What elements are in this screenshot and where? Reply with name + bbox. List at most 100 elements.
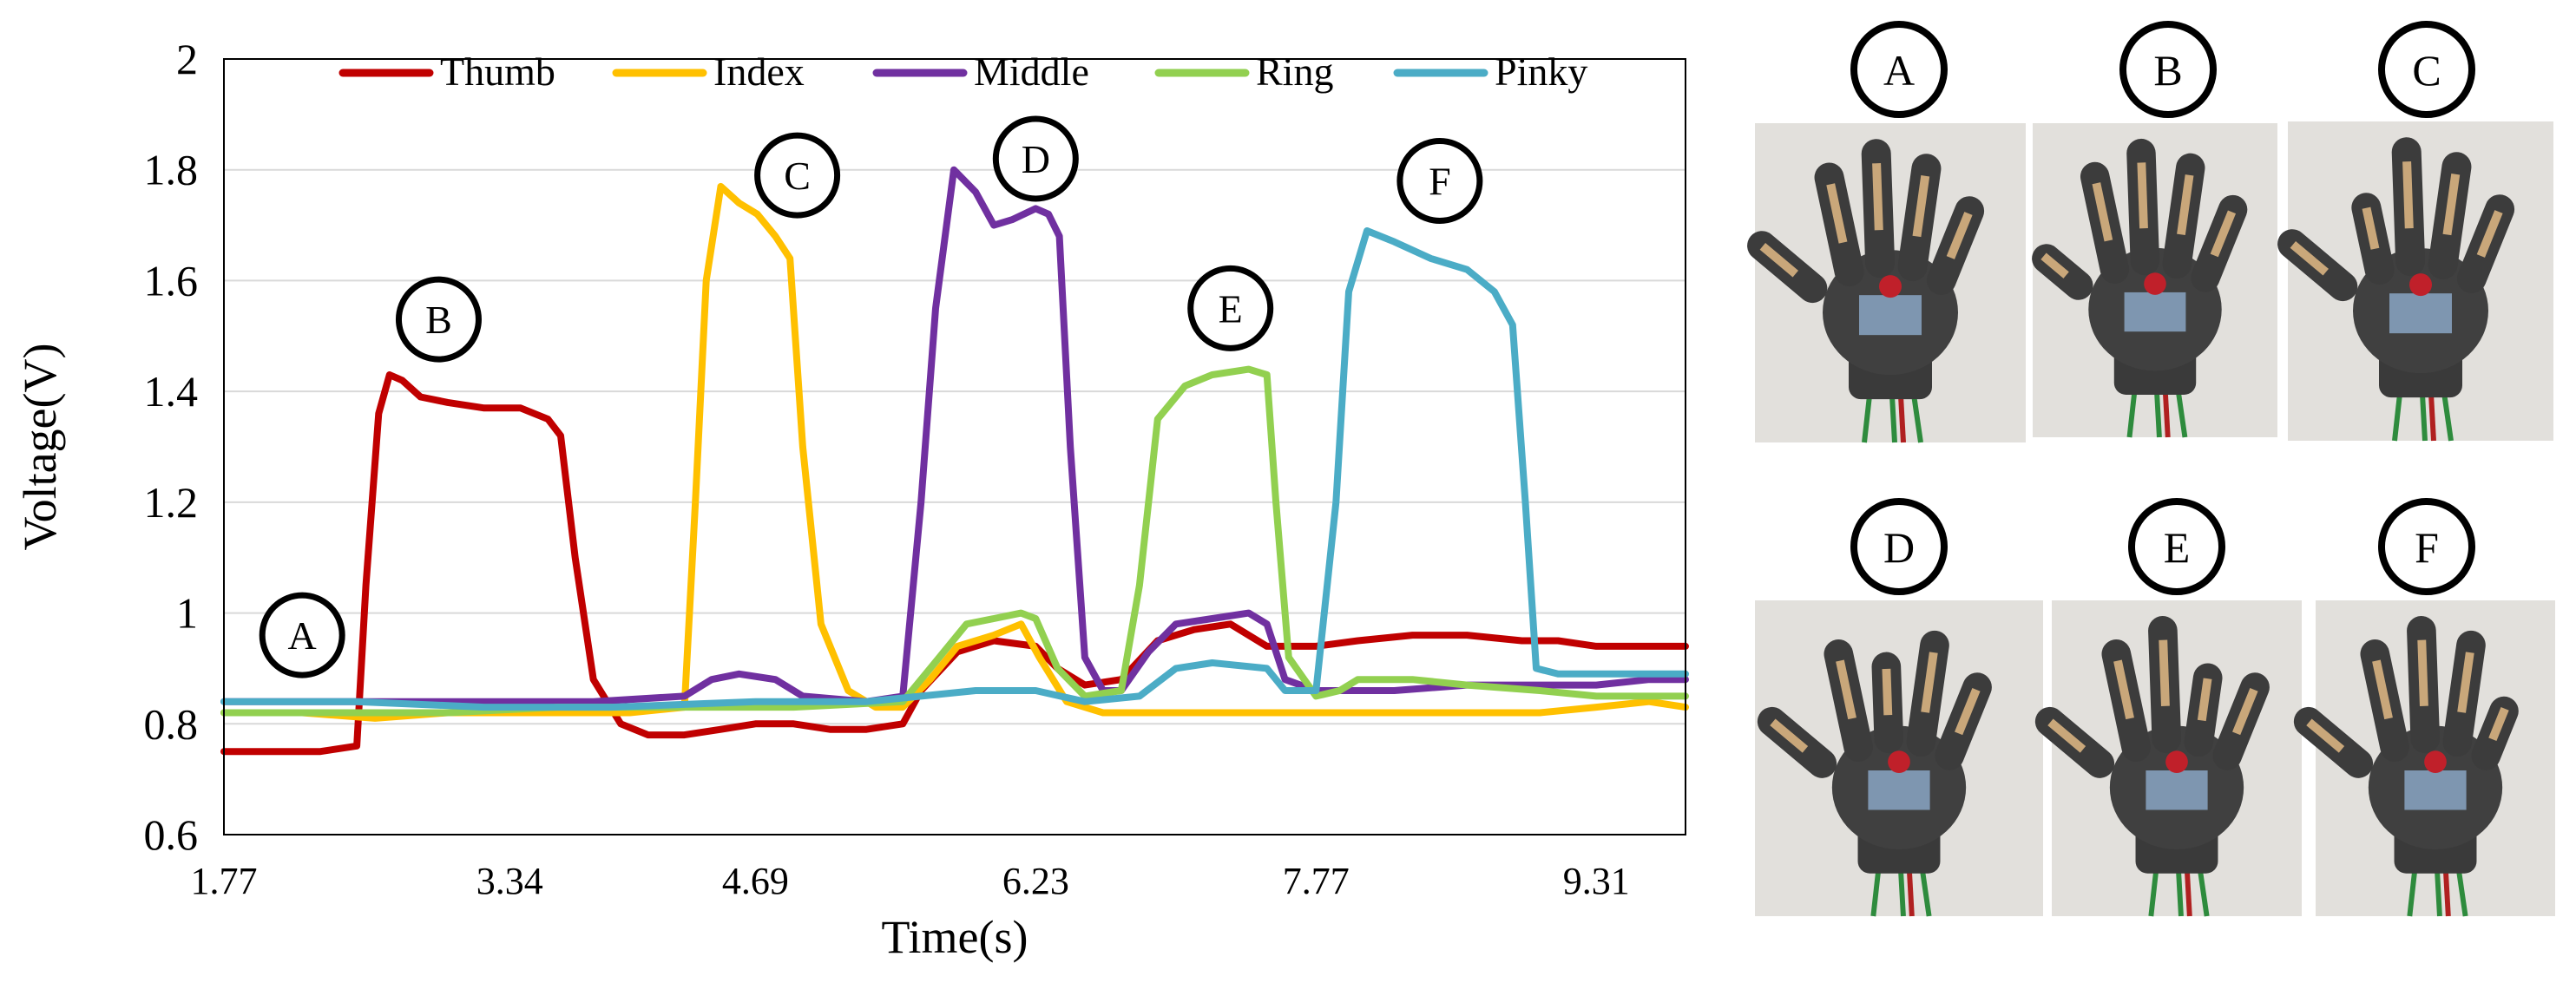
series-line-ring — [220, 365, 1689, 717]
glove-photo-c — [2277, 121, 2553, 442]
flex-sensor — [2232, 688, 2258, 736]
glove-finger — [2351, 193, 2395, 285]
flex-sensor — [1759, 243, 1798, 278]
glove-finger — [2293, 706, 2374, 778]
plot-frame — [223, 58, 1686, 835]
circuit-board — [2389, 293, 2452, 334]
flex-sensor — [2177, 174, 2194, 236]
series-line-pinky — [220, 227, 1689, 711]
glove-finger — [2212, 672, 2270, 770]
annotation-circle-e — [1187, 265, 1274, 351]
flex-sensor — [2306, 718, 2345, 753]
red-marker — [2144, 272, 2166, 295]
y-tick-label: 1.6 — [144, 256, 199, 305]
y-tick-label: 0.8 — [144, 699, 199, 748]
glove-finger — [1747, 231, 1828, 304]
flex-sensor — [2113, 659, 2134, 720]
glove-finger — [2191, 194, 2248, 292]
series-layer — [220, 166, 1689, 756]
annotations: A B C D E F — [259, 115, 1483, 678]
glove-photo-d — [1755, 600, 2043, 917]
annotation-label-a: A — [288, 613, 317, 658]
flex-sensor — [2417, 639, 2428, 707]
annotation-label-c: C — [784, 154, 811, 198]
photo-label-f: F — [2415, 523, 2439, 572]
circuit-board — [1868, 770, 1930, 810]
circuit-board — [2404, 770, 2467, 810]
annotation-circle-a — [259, 592, 345, 678]
glove-finger — [2428, 152, 2472, 280]
red-marker — [2409, 273, 2432, 297]
glove-finger — [2407, 616, 2441, 754]
flex-sensor — [2040, 252, 2069, 278]
grid-layer — [224, 58, 1686, 835]
flex-sensor — [2290, 241, 2329, 276]
glove-finger — [1824, 639, 1873, 763]
annotation-circle-b — [395, 276, 482, 363]
circuit-board — [2124, 292, 2186, 332]
flex-sensor — [1946, 212, 1973, 259]
annotation-circle-d — [992, 115, 1079, 202]
glove-photo-f — [2293, 600, 2555, 917]
glove-finger — [2442, 630, 2486, 757]
legend: Thumb Index Middle Ring Pinky — [338, 49, 1587, 94]
glove-finger — [2034, 706, 2115, 778]
glove-finger — [2101, 639, 2151, 763]
x-tick-labels: 1.77 3.34 4.69 6.23 7.77 9.31 — [191, 860, 1630, 902]
annotation-circle-f — [1396, 137, 1483, 224]
photo-label-d: D — [1883, 523, 1915, 572]
glove-finger — [2032, 244, 2093, 300]
circuit-board — [1859, 295, 1922, 336]
flex-sensor — [2372, 659, 2393, 720]
glove-photo-e — [2034, 600, 2302, 917]
y-tick-label: 1.8 — [144, 146, 199, 194]
glove-finger — [2391, 137, 2426, 277]
x-tick-label: 4.69 — [722, 860, 789, 902]
glove-finger — [2277, 229, 2358, 302]
red-marker — [1888, 750, 1910, 773]
glove-finger — [1814, 162, 1864, 287]
flex-sensor — [1872, 163, 1883, 231]
glove-finger — [2148, 616, 2182, 754]
flex-sensor — [2210, 210, 2237, 258]
y-axis-label: Voltage(V) — [14, 344, 66, 551]
annotation-label-d: D — [1022, 137, 1050, 181]
flex-sensor — [2092, 182, 2113, 242]
legend-label-middle: Middle — [974, 49, 1089, 94]
y-tick-labels: 0.6 0.8 1 1.2 1.4 1.6 1.8 2 — [144, 35, 199, 859]
glove-photo-b — [2032, 123, 2277, 438]
glove-finger — [1906, 630, 1949, 757]
flex-sensor — [2197, 678, 2212, 722]
photo-label-circle-e — [2128, 498, 2225, 595]
y-tick-label: 2 — [176, 35, 198, 83]
annotation-label-e: E — [1219, 286, 1243, 331]
glove-finger — [2080, 161, 2130, 285]
y-tick-label: 1 — [176, 589, 198, 638]
photo-label-circle-d — [1850, 498, 1948, 595]
flex-sensor — [1912, 175, 1930, 238]
glove-finger — [2471, 696, 2519, 770]
photo-label-b: B — [2153, 46, 2182, 95]
series-line-middle — [220, 166, 1689, 705]
glove-finger — [1861, 139, 1896, 278]
x-tick-label: 6.23 — [1002, 860, 1069, 902]
y-tick-label: 1.4 — [144, 367, 199, 416]
flex-sensor — [1836, 659, 1856, 720]
glove-finger — [1897, 154, 1942, 282]
glove-finger — [2184, 663, 2223, 757]
glove-finger — [1757, 706, 1837, 778]
glove-finger — [2456, 194, 2515, 293]
x-tick-label: 1.77 — [191, 860, 258, 902]
annotation-circle-c — [754, 132, 841, 219]
legend-label-thumb: Thumb — [440, 49, 555, 94]
flex-sensor — [2047, 718, 2086, 753]
flex-sensor — [1826, 183, 1848, 244]
flex-sensor — [2137, 162, 2148, 229]
glove-finger — [2126, 138, 2160, 276]
y-tick-label: 1.2 — [144, 478, 199, 527]
series-line-thumb — [220, 371, 1689, 756]
photo-label-e: E — [2164, 523, 2191, 572]
flex-sensor — [2442, 174, 2461, 236]
annotation-label-f: F — [1429, 159, 1451, 203]
